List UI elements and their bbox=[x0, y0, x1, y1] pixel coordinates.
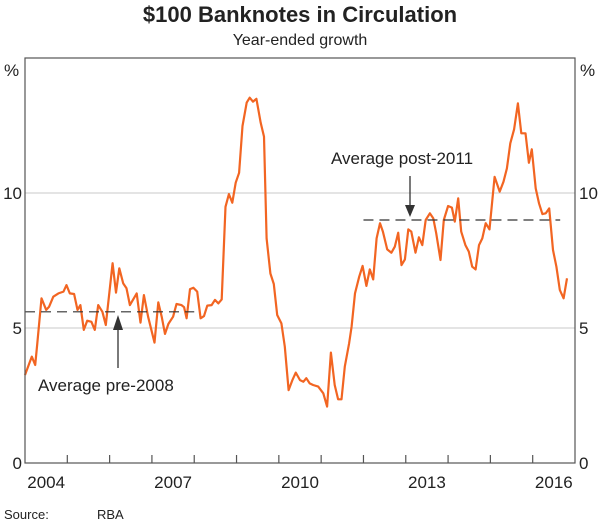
axis-labels: 0 0 5 5 10 10 2004 2007 2010 2013 2016 bbox=[3, 184, 598, 492]
y-tick-right-0: 0 bbox=[579, 454, 588, 473]
x-tick-label-2004: 2004 bbox=[27, 473, 65, 492]
plot-border bbox=[24, 57, 576, 464]
y-tick-left-0: 0 bbox=[13, 454, 22, 473]
reference-lines bbox=[25, 219, 561, 313]
annotation-pre-2008: Average pre-2008 bbox=[38, 376, 174, 395]
series-layer bbox=[23, 96, 569, 408]
y-axis-unit-right: % bbox=[580, 61, 595, 80]
source-value: RBA bbox=[97, 507, 124, 522]
y-tick-right-5: 5 bbox=[579, 319, 588, 338]
y-axis-unit-left: % bbox=[4, 61, 19, 80]
annotation-post-2011: Average post-2011 bbox=[331, 149, 473, 168]
arrow-head-post-2011-icon bbox=[405, 205, 415, 217]
y-tick-right-10: 10 bbox=[579, 184, 598, 203]
x-tick-label-2016: 2016 bbox=[535, 473, 573, 492]
x-tick-label-2010: 2010 bbox=[281, 473, 319, 492]
series-line-0 bbox=[23, 96, 569, 408]
y-tick-left-10: 10 bbox=[3, 184, 22, 203]
x-tick-label-2007: 2007 bbox=[154, 473, 192, 492]
arrow-head-pre-2008-icon bbox=[113, 315, 123, 330]
y-tick-left-5: 5 bbox=[13, 319, 22, 338]
chart-subtitle: Year-ended growth bbox=[233, 32, 368, 49]
plot-frame bbox=[24, 57, 576, 464]
x-tick-label-2013: 2013 bbox=[408, 473, 446, 492]
chart-title: $100 Banknotes in Circulation bbox=[143, 2, 457, 27]
source-label: Source: bbox=[4, 507, 49, 522]
